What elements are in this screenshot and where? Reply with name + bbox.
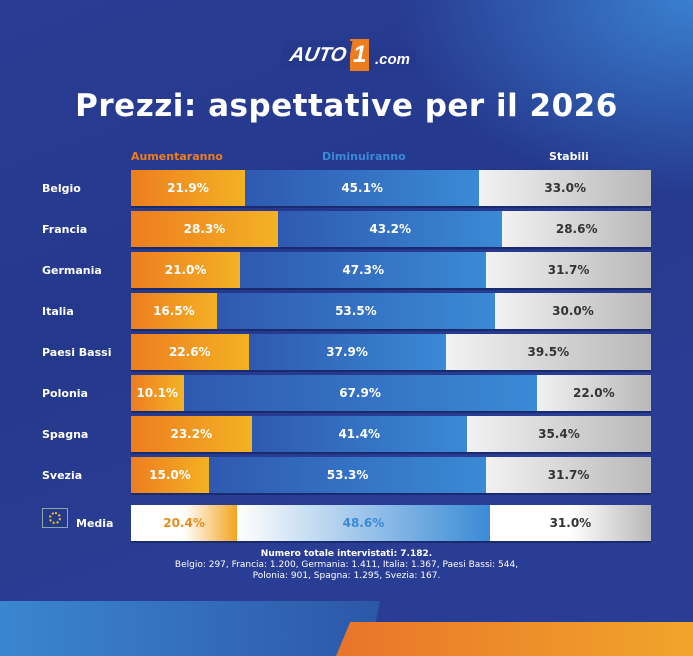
stacked-bar: 21.0% 47.3% 31.7% — [131, 252, 651, 290]
bar-segment-diminuiranno: 53.5% — [216, 293, 495, 329]
bar-row: Svezia 15.0% 53.3% 31.7% — [0, 457, 693, 495]
footer-line2: Belgio: 297, Francia: 1.200, Germania: 1… — [174, 560, 519, 570]
bar-segment-diminuiranno: 48.6% — [237, 505, 490, 541]
logo-one: 1 — [350, 39, 369, 71]
bar-row: Belgio 21.9% 45.1% 33.0% — [0, 170, 693, 208]
stacked-bar: 15.0% 53.3% 31.7% — [131, 457, 651, 495]
bar-segment-aumentaranno: 23.2% — [131, 416, 252, 452]
footer-line3: Polonia: 901, Spagna: 1.295, Svezia: 167… — [252, 571, 441, 581]
footer-total: Numero totale intervistati: 7.182. — [260, 549, 433, 559]
stacked-bar: 22.6% 37.9% 39.5% — [131, 334, 651, 372]
bar-row: Polonia 10.1% 67.9% 22.0% — [0, 375, 693, 413]
bar-segment-aumentaranno: 21.9% — [131, 170, 245, 206]
stacked-bar: 10.1% 67.9% 22.0% — [131, 375, 651, 413]
stacked-bar: 20.4% 48.6% 31.0% — [131, 505, 651, 543]
bar-segment-aumentaranno: 15.0% — [131, 457, 209, 493]
logo-text: AUTO — [279, 41, 353, 69]
bar-segment-stabili: 31.7% — [486, 252, 651, 288]
bar-row: Media 20.4% 48.6% 31.0% — [0, 505, 693, 543]
bar-segment-stabili: 30.0% — [494, 293, 651, 329]
stacked-bar: 23.2% 41.4% 35.4% — [131, 416, 651, 454]
category-label: Media — [76, 517, 114, 530]
bar-segment-aumentaranno: 22.6% — [131, 334, 249, 370]
bar-segment-stabili: 31.7% — [486, 457, 651, 493]
bar-segment-stabili: 35.4% — [466, 416, 651, 452]
category-label: Italia — [42, 305, 74, 318]
bar-segment-stabili: 33.0% — [479, 170, 651, 206]
bar-segment-aumentaranno: 16.5% — [131, 293, 217, 329]
chart-title: Prezzi: aspettative per il 2026 — [75, 88, 618, 124]
footer-note: Numero totale intervistati: 7.182. Belgi… — [0, 549, 693, 582]
legend-diminuiranno: Diminuiranno — [322, 150, 406, 163]
category-label: Svezia — [42, 469, 83, 482]
bar-segment-aumentaranno: 20.4% — [131, 505, 238, 541]
category-label: Francia — [42, 223, 88, 236]
bar-segment-stabili: 31.0% — [489, 505, 651, 541]
bar-segment-diminuiranno: 53.3% — [209, 457, 487, 493]
legend-aumentaranno: Aumentaranno — [131, 150, 223, 163]
bar-segment-diminuiranno: 67.9% — [183, 375, 537, 411]
bar-row: Spagna 23.2% 41.4% 35.4% — [0, 416, 693, 454]
category-label: Germania — [42, 264, 102, 277]
bar-segment-diminuiranno: 37.9% — [248, 334, 446, 370]
bar-segment-diminuiranno: 45.1% — [244, 170, 480, 206]
decorative-band-orange — [336, 622, 693, 656]
bar-segment-aumentaranno: 21.0% — [131, 252, 241, 288]
bar-row: Germania 21.0% 47.3% 31.7% — [0, 252, 693, 290]
category-label: Belgio — [42, 182, 81, 195]
bar-row: Francia 28.3% 43.2% 28.6% — [0, 211, 693, 249]
logo-suffix: .com — [368, 49, 416, 71]
bar-segment-diminuiranno: 43.2% — [278, 211, 503, 247]
bar-segment-stabili: 28.6% — [502, 211, 651, 247]
category-label: Polonia — [42, 387, 88, 400]
bar-segment-aumentaranno: 10.1% — [131, 375, 184, 411]
stacked-bar: 21.9% 45.1% 33.0% — [131, 170, 651, 208]
stacked-bar: 16.5% 53.5% 30.0% — [131, 293, 651, 331]
decorative-band-blue — [0, 601, 380, 656]
bar-segment-stabili: 22.0% — [536, 375, 651, 411]
bar-segment-stabili: 39.5% — [445, 334, 651, 370]
auto1-logo: AUTO 1 .com — [279, 38, 416, 72]
stacked-bar: 28.3% 43.2% 28.6% — [131, 211, 651, 249]
eu-flag-icon — [42, 508, 68, 528]
bar-segment-diminuiranno: 47.3% — [240, 252, 487, 288]
bar-row: Italia 16.5% 53.5% 30.0% — [0, 293, 693, 331]
bar-segment-aumentaranno: 28.3% — [131, 211, 278, 247]
bar-segment-diminuiranno: 41.4% — [251, 416, 467, 452]
legend-stabili: Stabili — [549, 150, 589, 163]
category-label: Paesi Bassi — [42, 346, 112, 359]
category-label: Spagna — [42, 428, 89, 441]
bar-row: Paesi Bassi 22.6% 37.9% 39.5% — [0, 334, 693, 372]
